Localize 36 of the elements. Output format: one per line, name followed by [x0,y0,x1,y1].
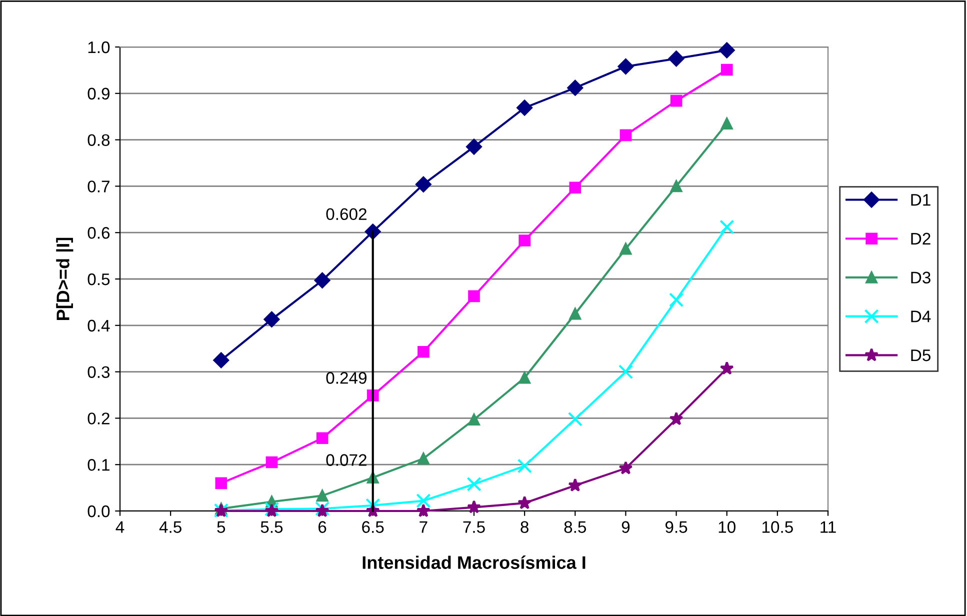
x-axis-title: Intensidad Macrosísmica I [362,556,586,569]
y-tick-label: 0.5 [88,273,110,286]
x-tick-label: 7 [420,521,428,533]
legend-label: D3 [911,272,930,284]
y-tick-label: 0.6 [88,227,110,239]
x-tick-label: 10.5 [762,521,793,533]
x-tick-label: 6.5 [362,521,384,533]
y-tick-label: 0.2 [88,412,110,424]
x-tick-label: 9 [622,521,630,533]
x-tick-label: 8.5 [564,521,586,533]
legend-label: D2 [911,232,930,244]
x-tick-label: 6 [318,521,326,533]
x-tick-label: 5 [217,521,226,533]
x-tick-label: 9.5 [665,521,688,533]
legend-label: D1 [911,194,930,206]
y-tick-label: 0.1 [88,459,110,471]
x-tick-label: 7.5 [463,521,485,533]
y-tick-label: 1.0 [88,41,110,54]
data-label: 0.602 [326,208,366,220]
y-tick-label: 0.9 [88,88,110,100]
data-label: 0.249 [326,372,367,384]
x-tick-label: 5.5 [260,521,283,533]
y-tick-label: 0.3 [88,366,110,378]
x-tick-label: 11 [820,521,836,533]
legend-label: D5 [911,350,930,362]
y-tick-label: 0.8 [88,134,110,146]
y-tick-label: 0.7 [88,180,110,192]
x-tick-label: 10 [718,521,736,533]
data-label: 0.072 [326,454,366,466]
y-tick-label: 0.0 [88,505,110,518]
legend-label: D4 [911,310,931,322]
x-tick-label: 4.5 [159,521,182,533]
y-axis-title: P[D>=d |I] [56,238,74,320]
x-tick-label: 4 [116,521,124,533]
x-tick-label: 8 [520,521,528,533]
y-tick-label: 0.4 [88,320,110,332]
